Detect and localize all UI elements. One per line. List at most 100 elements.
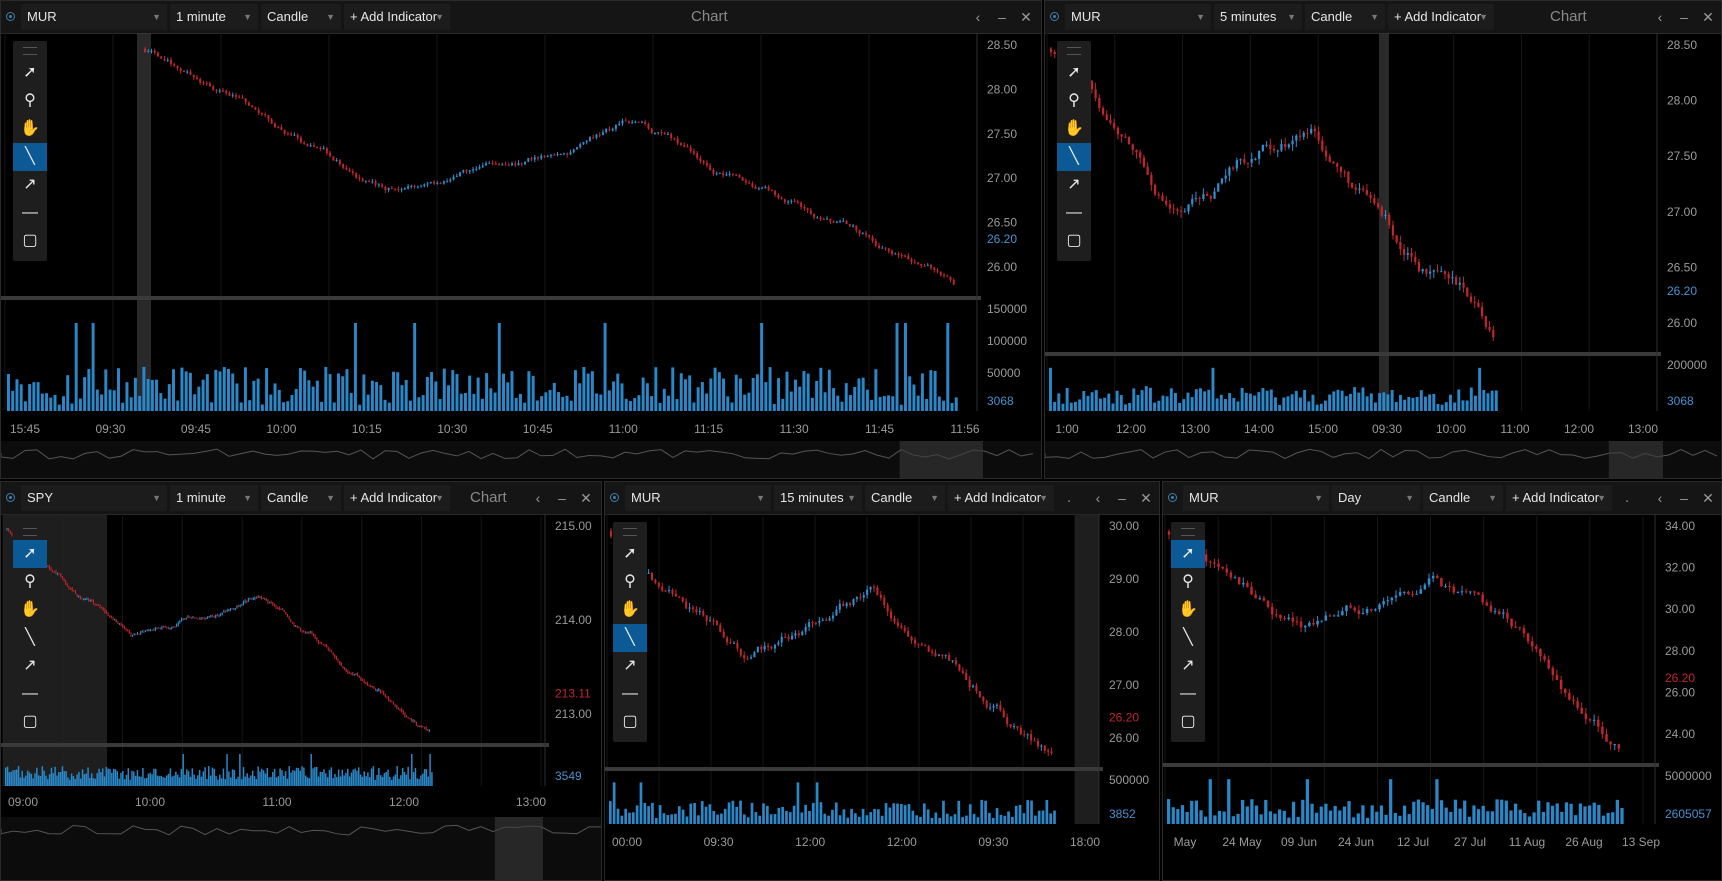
pan-hand-icon[interactable]: ✋	[620, 601, 640, 618]
collapse-left-icon[interactable]: ‹	[535, 490, 541, 506]
toolbar-grip-icon[interactable]	[1067, 47, 1081, 55]
pan-hand-icon[interactable]: ✋	[20, 601, 40, 618]
navigator-strip[interactable]	[1, 817, 602, 881]
arrow-line-icon[interactable]: ↗	[1067, 176, 1081, 193]
link-dot-icon[interactable]	[1168, 493, 1177, 502]
trend-line-icon[interactable]: ╲	[13, 143, 47, 171]
close-icon[interactable]: ✕	[1140, 490, 1152, 506]
time-axis[interactable]: 09:00 10:00 11:00 12:00 13:00	[8, 795, 546, 809]
pane-divider[interactable]	[1163, 763, 1659, 767]
rectangle-icon[interactable]: ▢	[22, 232, 38, 249]
pane-divider[interactable]	[1045, 352, 1661, 356]
interval-selector[interactable]: 1 minute ▼	[170, 485, 258, 511]
navigator-window[interactable]	[494, 817, 543, 881]
trend-line-icon[interactable]: ╲	[613, 624, 647, 652]
close-icon[interactable]: ✕	[1020, 9, 1032, 25]
pane-divider[interactable]	[605, 767, 1103, 771]
select-arrow-icon[interactable]: ➚	[1067, 64, 1081, 81]
horizontal-line-icon[interactable]: —	[22, 685, 38, 702]
zoom-icon[interactable]: ⚲	[1182, 573, 1194, 590]
minimize-icon[interactable]: –	[558, 490, 566, 506]
collapse-left-icon[interactable]: ‹	[1095, 490, 1101, 506]
zoom-icon[interactable]: ⚲	[24, 573, 36, 590]
chart-type-selector[interactable]: Candle ▼	[261, 485, 341, 511]
chart-plot-area[interactable]: 215.00 214.00 213.00 213.11 3549 09:00 10:00 11…	[1, 514, 602, 881]
pane-divider[interactable]	[1, 743, 549, 747]
symbol-selector[interactable]: MUR ▼	[1065, 4, 1211, 30]
collapse-left-icon[interactable]: ‹	[1657, 9, 1663, 25]
link-dot-icon[interactable]	[610, 493, 619, 502]
arrow-line-icon[interactable]: ↗	[1181, 657, 1195, 674]
trend-line-icon[interactable]: ╲	[25, 629, 35, 646]
symbol-selector[interactable]: MUR ▼	[21, 4, 167, 30]
close-icon[interactable]: ✕	[1702, 9, 1714, 25]
symbol-selector[interactable]: MUR ▼	[1183, 485, 1329, 511]
link-dot-icon[interactable]	[1050, 12, 1059, 21]
minimize-icon[interactable]: –	[1680, 490, 1688, 506]
link-dot-icon[interactable]	[6, 493, 15, 502]
zoom-icon[interactable]: ⚲	[1068, 92, 1080, 109]
time-axis[interactable]: May 24 May 09 Jun 24 Jun 12 Jul 27 Jul 11 Aug 2…	[1174, 835, 1661, 849]
close-icon[interactable]: ✕	[1702, 490, 1714, 506]
arrow-line-icon[interactable]: ↗	[23, 176, 37, 193]
pane-divider[interactable]	[1, 296, 981, 300]
add-indicator-button[interactable]: + Add Indicator ▼	[344, 485, 450, 511]
arrow-line-icon[interactable]: ↗	[23, 657, 37, 674]
chart-type-selector[interactable]: Candle ▼	[1423, 485, 1503, 511]
pan-hand-icon[interactable]: ✋	[20, 120, 40, 137]
minimize-icon[interactable]: –	[1118, 490, 1126, 506]
navigator-window[interactable]	[899, 441, 983, 479]
link-dot-icon[interactable]	[6, 12, 15, 21]
time-axis[interactable]: 00:00 09:30 12:00 12:00 09:30 18:00	[612, 835, 1100, 849]
navigator-strip[interactable]	[1045, 441, 1722, 479]
navigator-window[interactable]	[1608, 441, 1663, 479]
interval-selector[interactable]: Day ▼	[1332, 485, 1420, 511]
interval-selector[interactable]: 15 minutes ▼	[774, 485, 862, 511]
add-indicator-button[interactable]: + Add Indicator ▼	[1506, 485, 1612, 511]
zoom-icon[interactable]: ⚲	[24, 92, 36, 109]
horizontal-line-icon[interactable]: —	[1066, 204, 1082, 221]
trend-line-icon[interactable]: ╲	[1183, 629, 1193, 646]
zoom-icon[interactable]: ⚲	[624, 573, 636, 590]
pan-hand-icon[interactable]: ✋	[1178, 601, 1198, 618]
add-indicator-button[interactable]: + Add Indicator ▼	[1388, 4, 1494, 30]
time-axis[interactable]: 15:45 09:30 09:45 10:00 10:15 10:30 10:45 11:00…	[10, 422, 980, 436]
chart-type-selector[interactable]: Candle ▼	[865, 485, 945, 511]
chart-type-selector[interactable]: Candle ▼	[1305, 4, 1385, 30]
symbol-selector[interactable]: SPY ▼	[21, 485, 167, 511]
add-indicator-button[interactable]: + Add Indicator ▼	[344, 4, 450, 30]
interval-selector[interactable]: 5 minutes ▼	[1214, 4, 1302, 30]
collapse-left-icon[interactable]: ‹	[1657, 490, 1663, 506]
toolbar-grip-icon[interactable]	[23, 528, 37, 536]
horizontal-line-icon[interactable]: —	[622, 685, 638, 702]
interval-selector[interactable]: 1 minute ▼	[170, 4, 258, 30]
arrow-line-icon[interactable]: ↗	[623, 657, 637, 674]
select-arrow-icon[interactable]: ➚	[23, 64, 37, 81]
rectangle-icon[interactable]: ▢	[22, 713, 38, 730]
chart-type-selector[interactable]: Candle ▼	[261, 4, 341, 30]
chart-plot-area[interactable]: 28.50 28.00 27.50 27.00 26.50 26.00 26.20 15000…	[1, 33, 1042, 479]
chart-plot-area[interactable]: 30.00 29.00 28.00 27.00 26.00 26.20 500000 3852…	[605, 514, 1159, 880]
toolbar-grip-icon[interactable]	[1181, 528, 1195, 536]
rectangle-icon[interactable]: ▢	[622, 713, 638, 730]
toolbar-grip-icon[interactable]	[23, 47, 37, 55]
toolbar-grip-icon[interactable]	[623, 528, 637, 536]
pan-hand-icon[interactable]: ✋	[1064, 120, 1084, 137]
time-axis[interactable]: 1:00 12:00 13:00 14:00 15:00 09:30 10:00 11:00 1…	[1055, 422, 1658, 436]
rectangle-icon[interactable]: ▢	[1180, 713, 1196, 730]
horizontal-line-icon[interactable]: —	[22, 204, 38, 221]
navigator-strip[interactable]	[1, 441, 1042, 479]
chart-plot-area[interactable]: 34.00 32.00 30.00 28.00 26.00 24.00 26.20 50000…	[1163, 514, 1721, 880]
select-arrow-icon[interactable]: ➚	[13, 540, 47, 568]
select-arrow-icon[interactable]: ➚	[1171, 540, 1205, 568]
rectangle-icon[interactable]: ▢	[1066, 232, 1082, 249]
select-arrow-icon[interactable]: ➚	[623, 545, 637, 562]
add-indicator-button[interactable]: + Add Indicator ▼	[948, 485, 1054, 511]
close-icon[interactable]: ✕	[580, 490, 592, 506]
minimize-icon[interactable]: –	[1680, 9, 1688, 25]
